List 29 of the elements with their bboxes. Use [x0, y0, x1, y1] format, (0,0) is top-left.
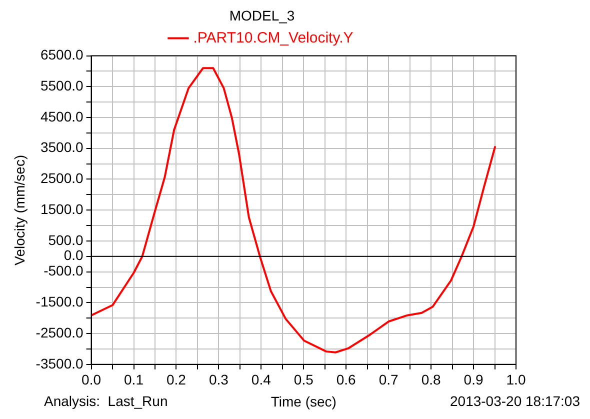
- y-tick-label: -500.0: [44, 262, 84, 279]
- y-tick-label: -2500.0: [36, 324, 84, 340]
- y-tick-label: 0.0: [64, 247, 84, 264]
- y-tick-label: -3500.0: [36, 355, 84, 372]
- text: Analysis: Last_Run: [44, 392, 168, 409]
- x-tick-label: 0.2: [166, 372, 186, 388]
- y-tick-label: 1500.0: [40, 200, 84, 217]
- x-tick-label: 0.8: [421, 372, 441, 388]
- text: 2013-03-20 18:17:03: [450, 392, 580, 409]
- x-tick-label: 1.0: [506, 372, 526, 388]
- x-tick-label: 0.4: [251, 372, 272, 388]
- x-axis-title: Time (sec): [270, 393, 336, 410]
- y-tick-label: -1500.0: [36, 294, 84, 310]
- y-tick-label: 4500.0: [40, 108, 84, 124]
- chart-title: MODEL_3: [229, 7, 295, 24]
- x-tick-label: 0.3: [208, 372, 229, 388]
- x-tick-label: 0.5: [294, 372, 314, 388]
- y-tick-label: 3500.0: [40, 139, 84, 156]
- y-tick-label: 5500.0: [40, 78, 84, 94]
- x-tick-label: 0.0: [82, 372, 102, 388]
- x-tick-label: 0.1: [124, 372, 144, 388]
- y-tick-label: 2500.0: [40, 170, 84, 186]
- x-tick-label: 0.9: [464, 372, 484, 388]
- legend-label: .PART10.CM_Velocity.Y: [193, 29, 354, 46]
- y-tick-label: 6500.0: [40, 46, 84, 63]
- x-tick-label: 0.6: [336, 372, 356, 388]
- x-tick-label: 0.7: [378, 372, 399, 388]
- y-axis-title: Velocity (mm/sec): [11, 154, 28, 266]
- y-tick-label: 500.0: [48, 232, 84, 248]
